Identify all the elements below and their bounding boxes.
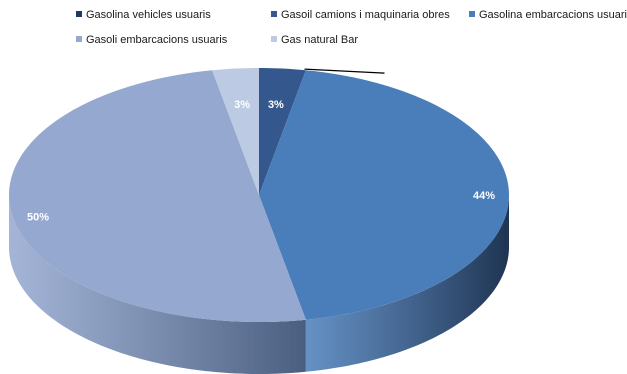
legend-label-2: Gasolina embarcacions usuaris	[479, 9, 627, 21]
pie-slice-1	[259, 68, 306, 195]
pie-side-2	[305, 195, 509, 372]
leader-line-0	[304, 68, 385, 74]
legend-swatch-1	[271, 11, 277, 17]
pie-slices	[9, 68, 509, 322]
legend-swatch-4	[271, 36, 277, 42]
data-label-4: 3%	[234, 99, 250, 111]
pie-data-labels: 3% 44% 50% 3%	[27, 99, 495, 223]
legend: Gasolina vehicles usuaris Gasoil camions …	[76, 9, 627, 46]
legend-label-0: Gasolina vehicles usuaris	[86, 9, 211, 21]
pie-sides	[9, 195, 509, 374]
data-label-3: 50%	[27, 211, 49, 223]
data-label-1: 3%	[268, 99, 284, 111]
legend-label-3: Gasoli embarcacions usuaris	[86, 34, 228, 46]
legend-label-1: Gasoil camions i maquinaria obres	[281, 9, 450, 21]
legend-swatch-2	[469, 11, 475, 17]
data-label-2: 44%	[473, 190, 495, 202]
legend-label-4: Gas natural Bar	[281, 34, 358, 46]
pie-side-3	[9, 195, 306, 374]
pie-slice-4	[212, 68, 259, 195]
pie-slice-3	[9, 70, 306, 322]
legend-swatch-3	[76, 36, 82, 42]
legend-swatch-0	[76, 11, 82, 17]
pie-slice-2	[259, 70, 509, 320]
